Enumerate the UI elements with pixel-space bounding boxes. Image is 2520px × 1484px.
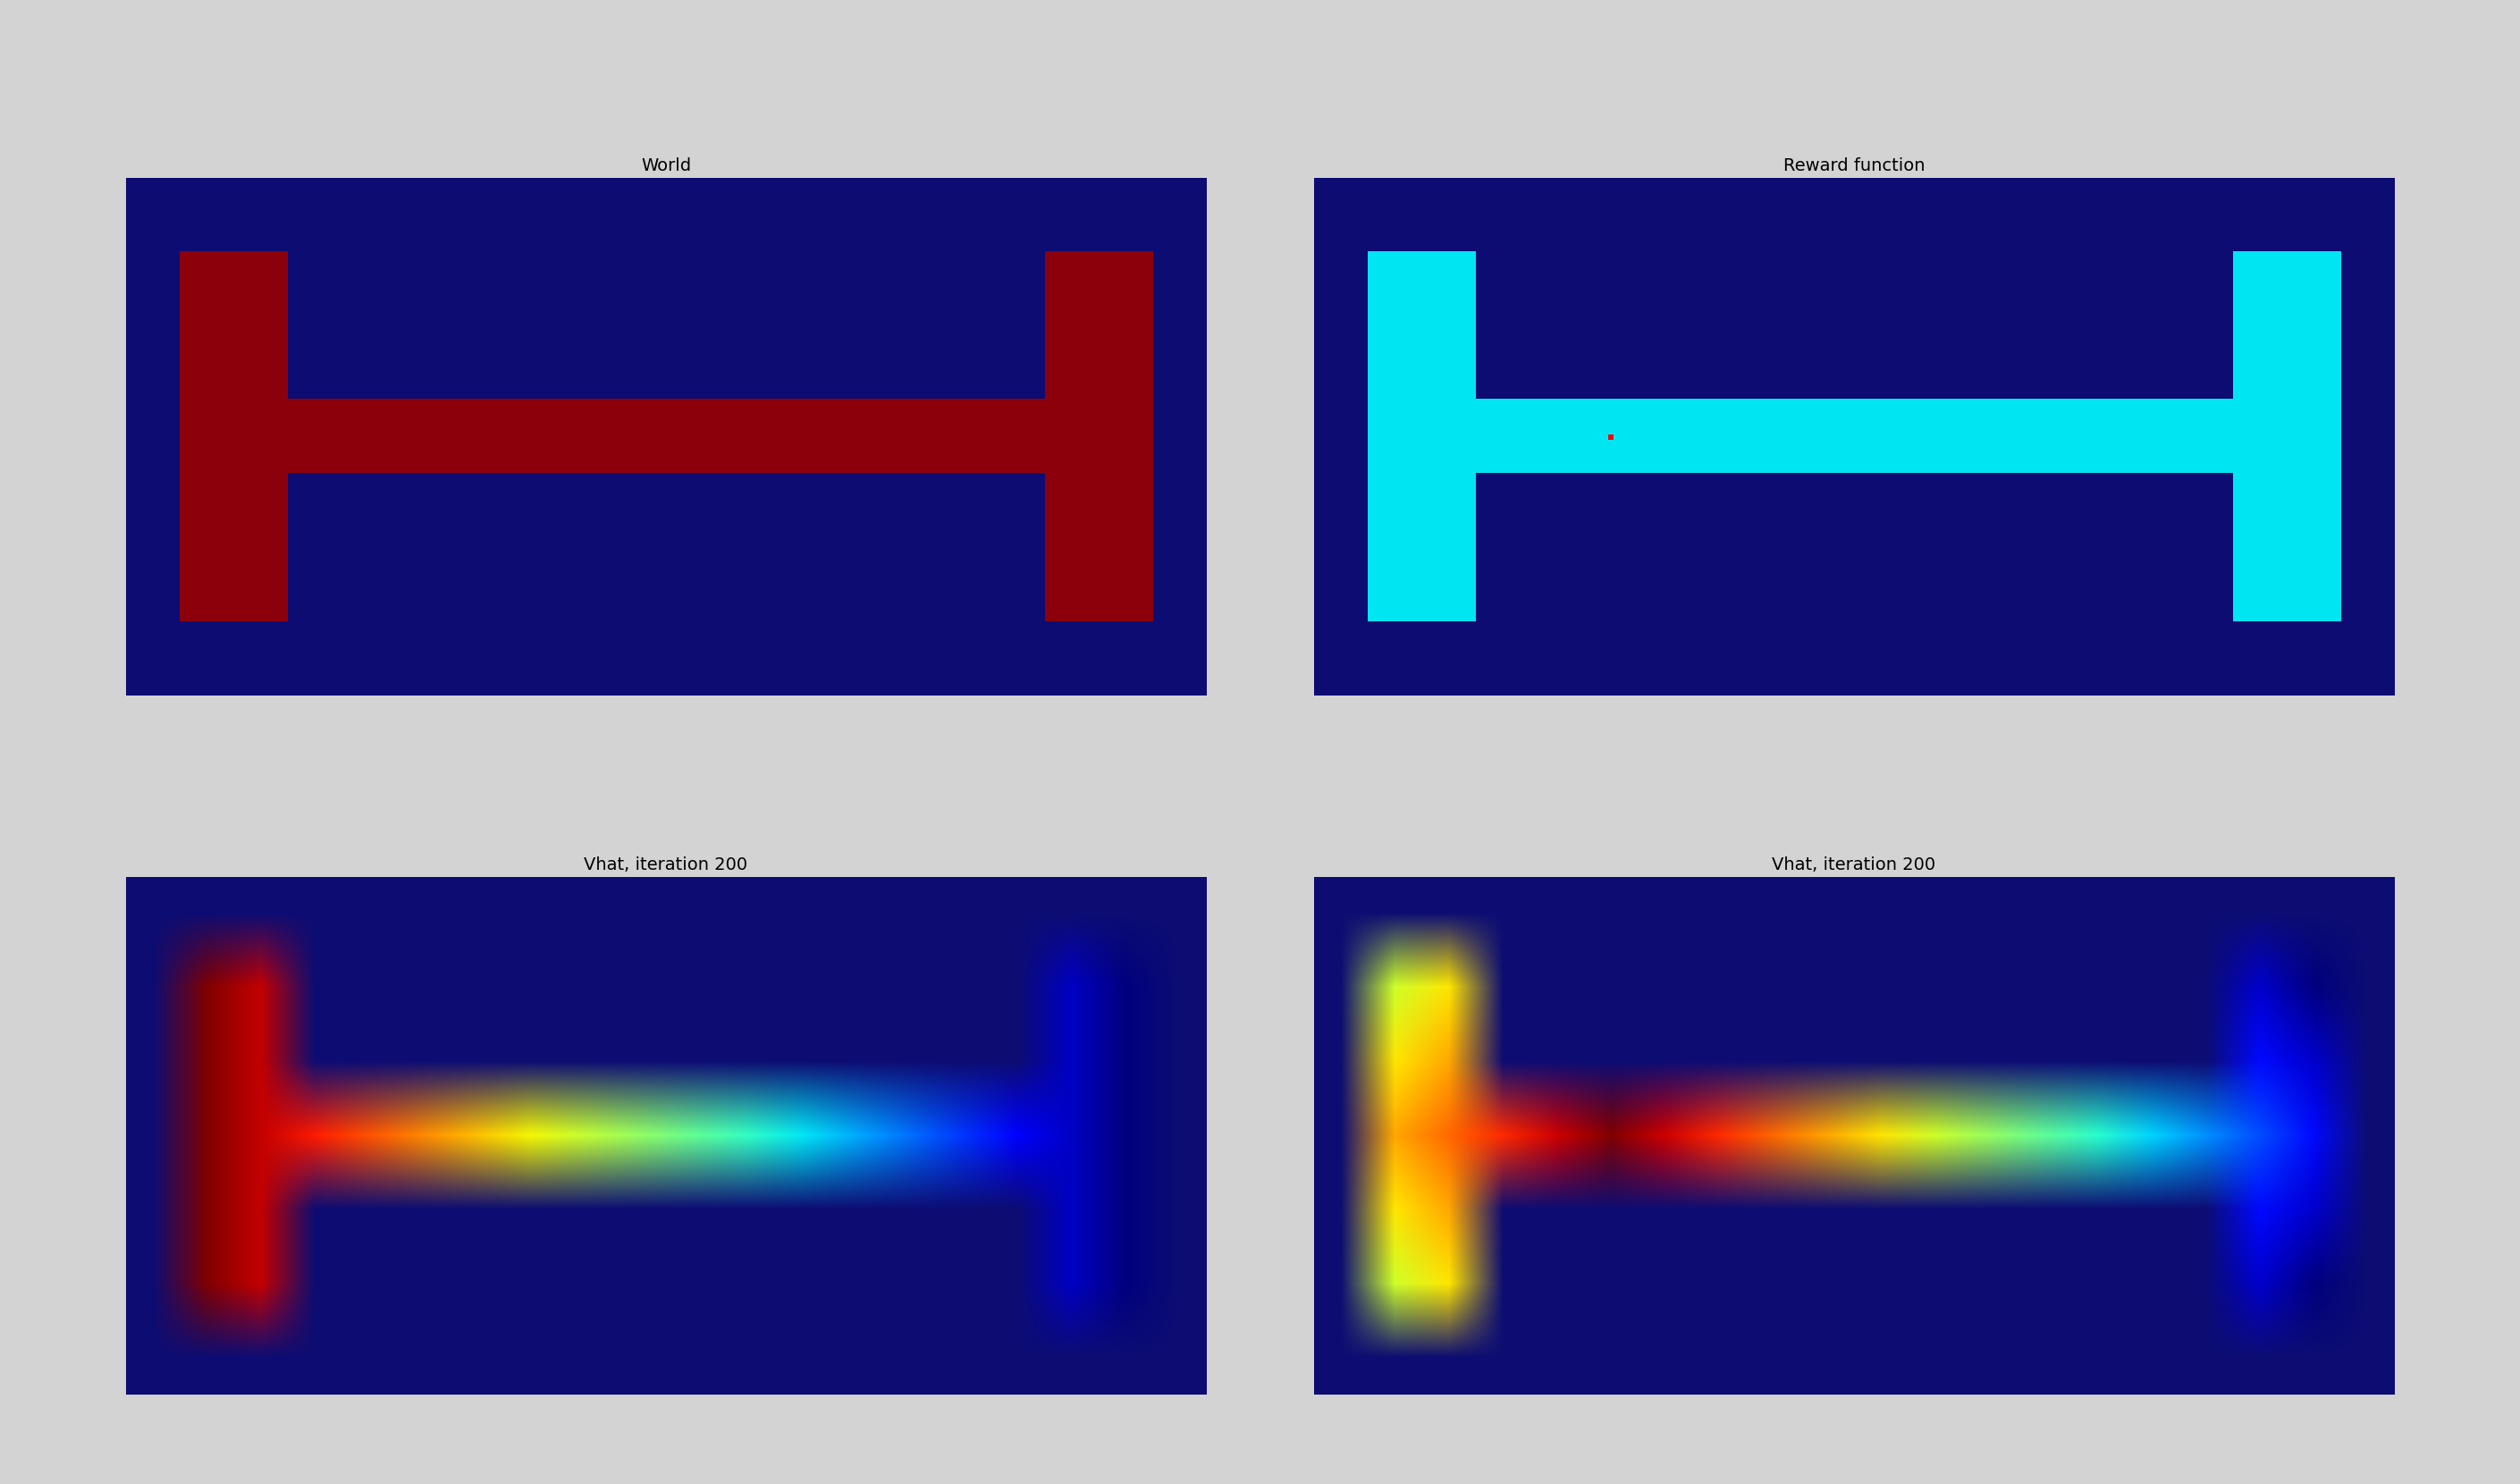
Title: World: World <box>640 157 690 174</box>
Title: Reward function: Reward function <box>1784 157 1925 174</box>
Title: Vhat, iteration 200: Vhat, iteration 200 <box>585 856 748 873</box>
Title: Vhat, iteration 200: Vhat, iteration 200 <box>1772 856 1935 873</box>
